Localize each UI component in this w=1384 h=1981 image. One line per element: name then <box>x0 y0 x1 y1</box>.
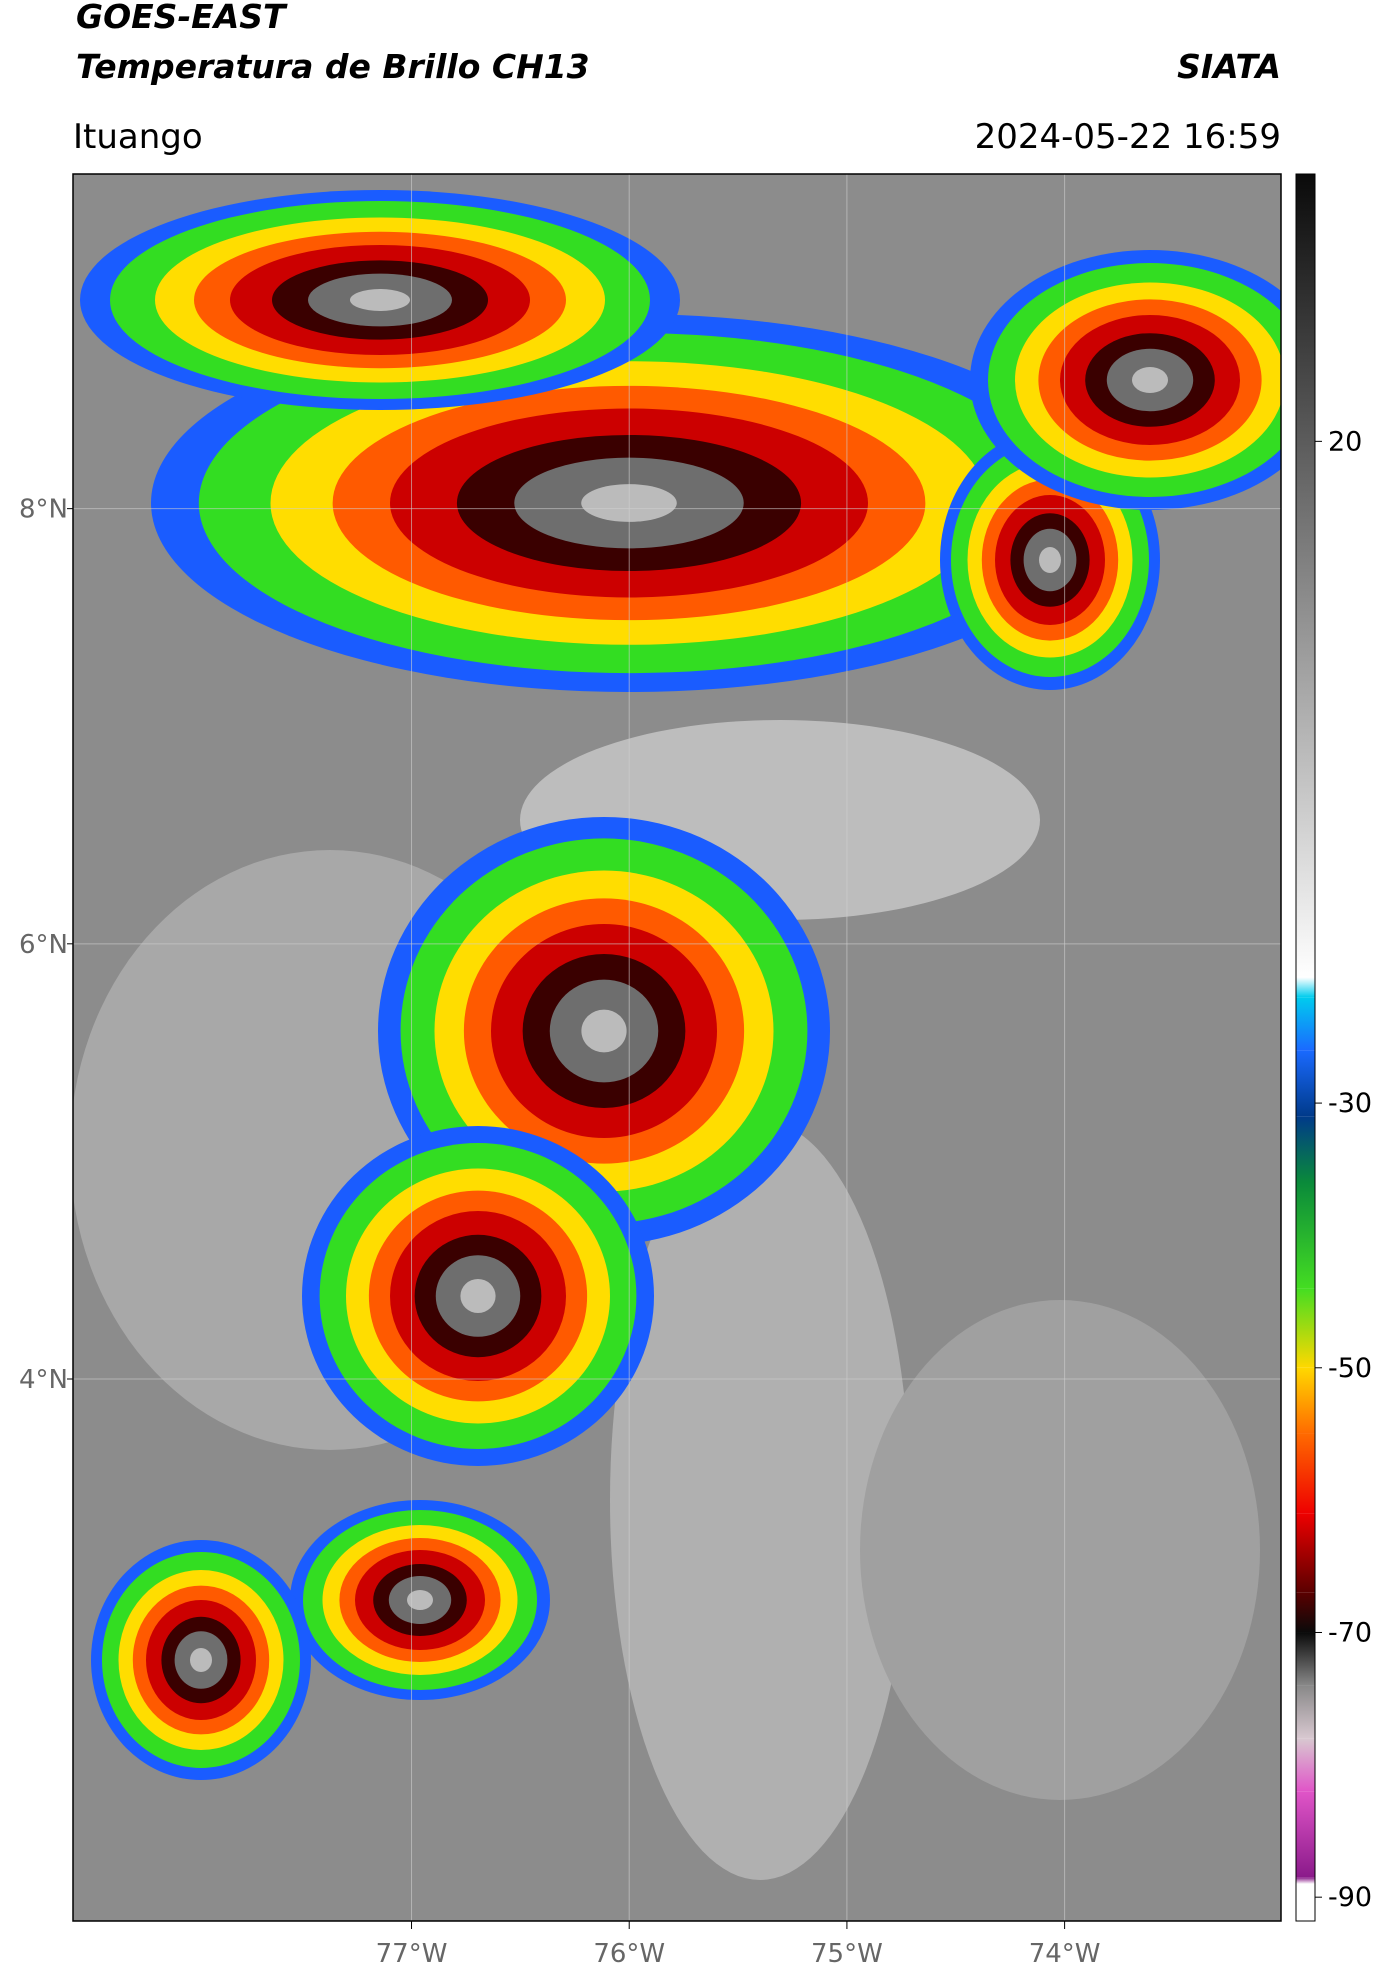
colorbar-segment <box>1296 1433 1315 1514</box>
colorbar-tick-label: -70 <box>1328 1617 1372 1648</box>
colorbar-segment <box>1296 1877 1315 1884</box>
storm-cell <box>581 1009 627 1053</box>
colorbar-segment <box>1296 1050 1315 1117</box>
x-tick-label: 74°W <box>1029 1939 1101 1969</box>
y-tick-label: 8°N <box>19 495 68 525</box>
subtitle: Temperatura de Brillo CH13 <box>76 47 590 86</box>
colorbar-tick-label: -30 <box>1328 1088 1372 1119</box>
colorbar-segment <box>1296 1592 1315 1633</box>
x-tick-label: 75°W <box>811 1939 883 1969</box>
storm-cell <box>190 1648 212 1672</box>
colorbar-tick-label: 20 <box>1328 426 1362 457</box>
storm-cell <box>1039 547 1061 573</box>
map-image <box>73 174 1281 1921</box>
storm-cell <box>407 1590 433 1610</box>
colorbar-segment <box>1296 1288 1315 1368</box>
colorbar-segment <box>1296 1685 1315 1739</box>
colorbar-tick-label: -50 <box>1328 1353 1372 1384</box>
colorbar-segment <box>1296 1182 1315 1289</box>
map-frame <box>72 173 1282 1922</box>
cloud-haze <box>610 1120 910 1880</box>
colorbar-segment <box>1296 1791 1315 1878</box>
storm-cell <box>350 289 410 311</box>
colorbar-segment <box>1296 997 1315 1051</box>
datetime: 2024-05-22 16:59 <box>975 117 1281 157</box>
colorbar-tick-label: -90 <box>1328 1882 1372 1913</box>
colorbar-segment <box>1296 1738 1315 1792</box>
colorbar-segment <box>1296 1632 1315 1686</box>
colorbar-segment <box>1296 1883 1315 1921</box>
colorbar-segment <box>1296 977 1315 998</box>
colorbar-segment <box>1296 1367 1315 1434</box>
colorbar-segment <box>1296 174 1315 978</box>
title: GOES-EAST <box>76 0 288 36</box>
storm-cell <box>460 1279 496 1313</box>
x-tick-label: 77°W <box>376 1939 448 1969</box>
brand: SIATA <box>1177 47 1281 86</box>
colorbar-segment <box>1296 1513 1315 1593</box>
x-tick-label: 76°W <box>593 1939 665 1969</box>
colorbar-frame <box>1295 173 1316 1922</box>
y-tick-label: 6°N <box>19 930 68 960</box>
cloud-haze <box>860 1300 1260 1800</box>
colorbar-segment <box>1296 1116 1315 1183</box>
location: Ituango <box>73 117 203 157</box>
storm-cell <box>1132 367 1168 393</box>
y-tick-label: 4°N <box>19 1365 68 1395</box>
